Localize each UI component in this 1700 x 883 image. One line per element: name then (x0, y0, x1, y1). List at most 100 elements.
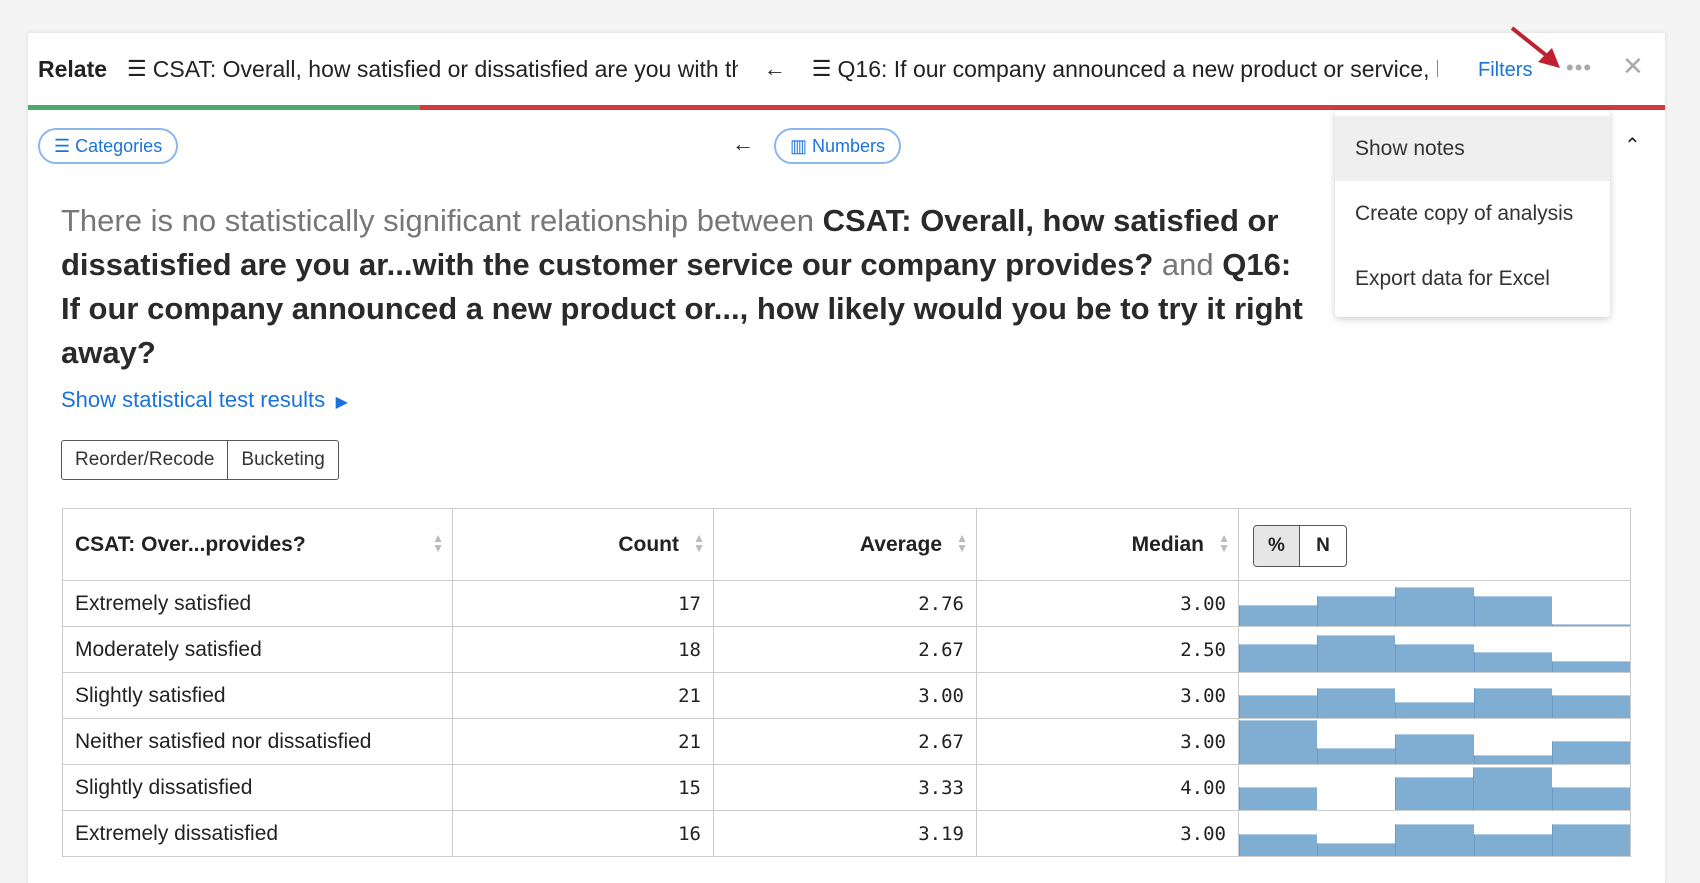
distribution-bar (1317, 635, 1396, 672)
results-table: CSAT: Over...provides? ▲ ▼ Count ▲ ▼ Average… (62, 508, 1631, 857)
row-count: 21 (452, 672, 714, 719)
row-median: 4.00 (976, 764, 1239, 811)
more-options-icon[interactable]: ••• (1566, 55, 1593, 80)
list-icon: ☰ (54, 135, 76, 156)
distribution-bar (1239, 720, 1318, 764)
row-label: Slightly satisfied (62, 672, 453, 719)
sort-icon: ▲ ▼ (693, 531, 705, 555)
numbers-label: Numbers (812, 135, 886, 156)
row-distribution (1238, 626, 1631, 673)
bar-chart-icon: ▥ (790, 135, 813, 156)
question-2-selector[interactable]: Q16: If our company announced a new prod… (837, 55, 1438, 82)
row-median: 3.00 (976, 672, 1239, 719)
sort-icon: ▲ ▼ (956, 531, 968, 555)
question-1-selector[interactable]: CSAT: Overall, how satisfied or dissatis… (152, 55, 738, 82)
row-label: Extremely dissatisfied (62, 810, 453, 857)
reorder-recode-button[interactable]: Reorder/Recode (61, 440, 229, 480)
distribution-bar (1239, 786, 1318, 810)
table-row: Moderately satisfied 18 2.67 2.50 (62, 626, 1631, 673)
distribution-bar (1473, 834, 1552, 856)
row-count: 21 (452, 718, 714, 765)
row-count: 16 (452, 810, 714, 857)
distribution-bar (1395, 643, 1474, 672)
distribution-bar (1394, 777, 1474, 810)
arrow-left-icon: ← (732, 131, 754, 156)
distribution-bar (1239, 834, 1318, 856)
annotation-arrow-icon (1510, 26, 1560, 68)
distribution-bar (1473, 755, 1552, 764)
caret-right-icon: ▶ (331, 394, 348, 411)
row-average: 3.00 (713, 672, 977, 719)
sort-icon: ▲ ▼ (432, 531, 444, 555)
categories-label: Categories (75, 135, 163, 156)
distribution-bar (1239, 605, 1318, 626)
menu-item-create-copy[interactable]: Create copy of analysis (1355, 201, 1574, 225)
distribution-bar (1551, 740, 1631, 764)
distribution-bar (1473, 595, 1552, 626)
row-average: 2.67 (713, 718, 977, 765)
categories-pill[interactable]: ☰ Categories (38, 128, 179, 164)
distribution-bar (1239, 643, 1318, 672)
distribution-bar (1239, 694, 1318, 718)
distribution-bar (1395, 824, 1474, 856)
table-row: Extremely dissatisfied 16 3.19 3.00 (62, 810, 1631, 857)
distribution-bar (1473, 767, 1552, 810)
more-options-menu: Show notes Create copy of analysis Expor… (1335, 110, 1610, 317)
row-median: 3.00 (976, 810, 1239, 857)
table-row: Neither satisfied nor dissatisfied 21 2.… (62, 718, 1631, 765)
row-average: 3.33 (713, 764, 977, 811)
row-label: Slightly dissatisfied (62, 764, 453, 811)
numbers-pill[interactable]: ▥ Numbers (774, 128, 902, 164)
distribution-bar (1317, 595, 1396, 626)
distribution-bar (1317, 748, 1396, 764)
menu-item-export-excel[interactable]: Export data for Excel (1355, 266, 1550, 290)
arrow-left-icon: ← (763, 56, 786, 81)
distribution-bar (1551, 661, 1631, 672)
row-median: 3.00 (976, 718, 1239, 765)
row-distribution (1238, 764, 1631, 811)
column-header-count[interactable]: Count ▲ ▼ (452, 508, 714, 581)
distribution-bar (1317, 842, 1396, 856)
row-count: 18 (452, 626, 714, 673)
distribution-bar (1473, 652, 1552, 672)
table-row: Slightly satisfied 21 3.00 3.00 (62, 672, 1631, 719)
chevron-up-icon[interactable]: ⌃ (1624, 135, 1641, 157)
row-label: Moderately satisfied (62, 626, 453, 673)
percent-toggle[interactable]: % (1254, 526, 1300, 566)
column-header-distribution: % N (1238, 508, 1631, 581)
distribution-bar (1395, 702, 1474, 718)
row-label: Neither satisfied nor dissatisfied (62, 718, 453, 765)
distribution-bar (1473, 687, 1552, 718)
distribution-bar (1551, 623, 1631, 626)
summary-sentence: There is no statistically significant re… (61, 203, 1303, 370)
column-header-label[interactable]: CSAT: Over...provides? ▲ ▼ (62, 508, 453, 581)
header: Relate ☰ CSAT: Overall, how satisfied or… (28, 33, 1665, 105)
header-title: Relate (38, 55, 108, 82)
row-distribution (1238, 718, 1631, 765)
status-bar-red (420, 105, 1665, 110)
filters-link[interactable]: Filters (1478, 59, 1533, 81)
show-stat-results-link[interactable]: Show statistical test results ▶ (61, 387, 348, 412)
bucketing-button[interactable]: Bucketing (228, 440, 339, 480)
distribution-bar (1551, 694, 1631, 718)
distribution-bar (1395, 733, 1474, 764)
distribution-bar (1551, 786, 1631, 810)
close-icon[interactable]: ✕ (1622, 51, 1644, 81)
list-icon: ☰ (127, 56, 147, 81)
table-row: Extremely satisfied 17 2.76 3.00 (62, 580, 1631, 627)
column-header-average[interactable]: Average ▲ ▼ (713, 508, 977, 581)
row-distribution (1238, 810, 1631, 857)
row-median: 2.50 (976, 626, 1239, 673)
row-distribution (1238, 580, 1631, 627)
count-toggle[interactable]: N (1316, 535, 1330, 556)
row-distribution (1238, 672, 1631, 719)
column-header-median[interactable]: Median ▲ ▼ (976, 508, 1239, 581)
sort-icon: ▲ ▼ (1218, 531, 1230, 555)
row-label: Extremely satisfied (62, 580, 453, 627)
row-count: 15 (452, 764, 714, 811)
distribution-bar (1551, 824, 1631, 856)
menu-item-show-notes[interactable]: Show notes (1335, 116, 1610, 181)
numbered-list-icon: ☰ (811, 56, 832, 81)
relate-card: Relate ☰ CSAT: Overall, how satisfied or… (28, 33, 1665, 883)
distribution-bar (1317, 687, 1396, 718)
